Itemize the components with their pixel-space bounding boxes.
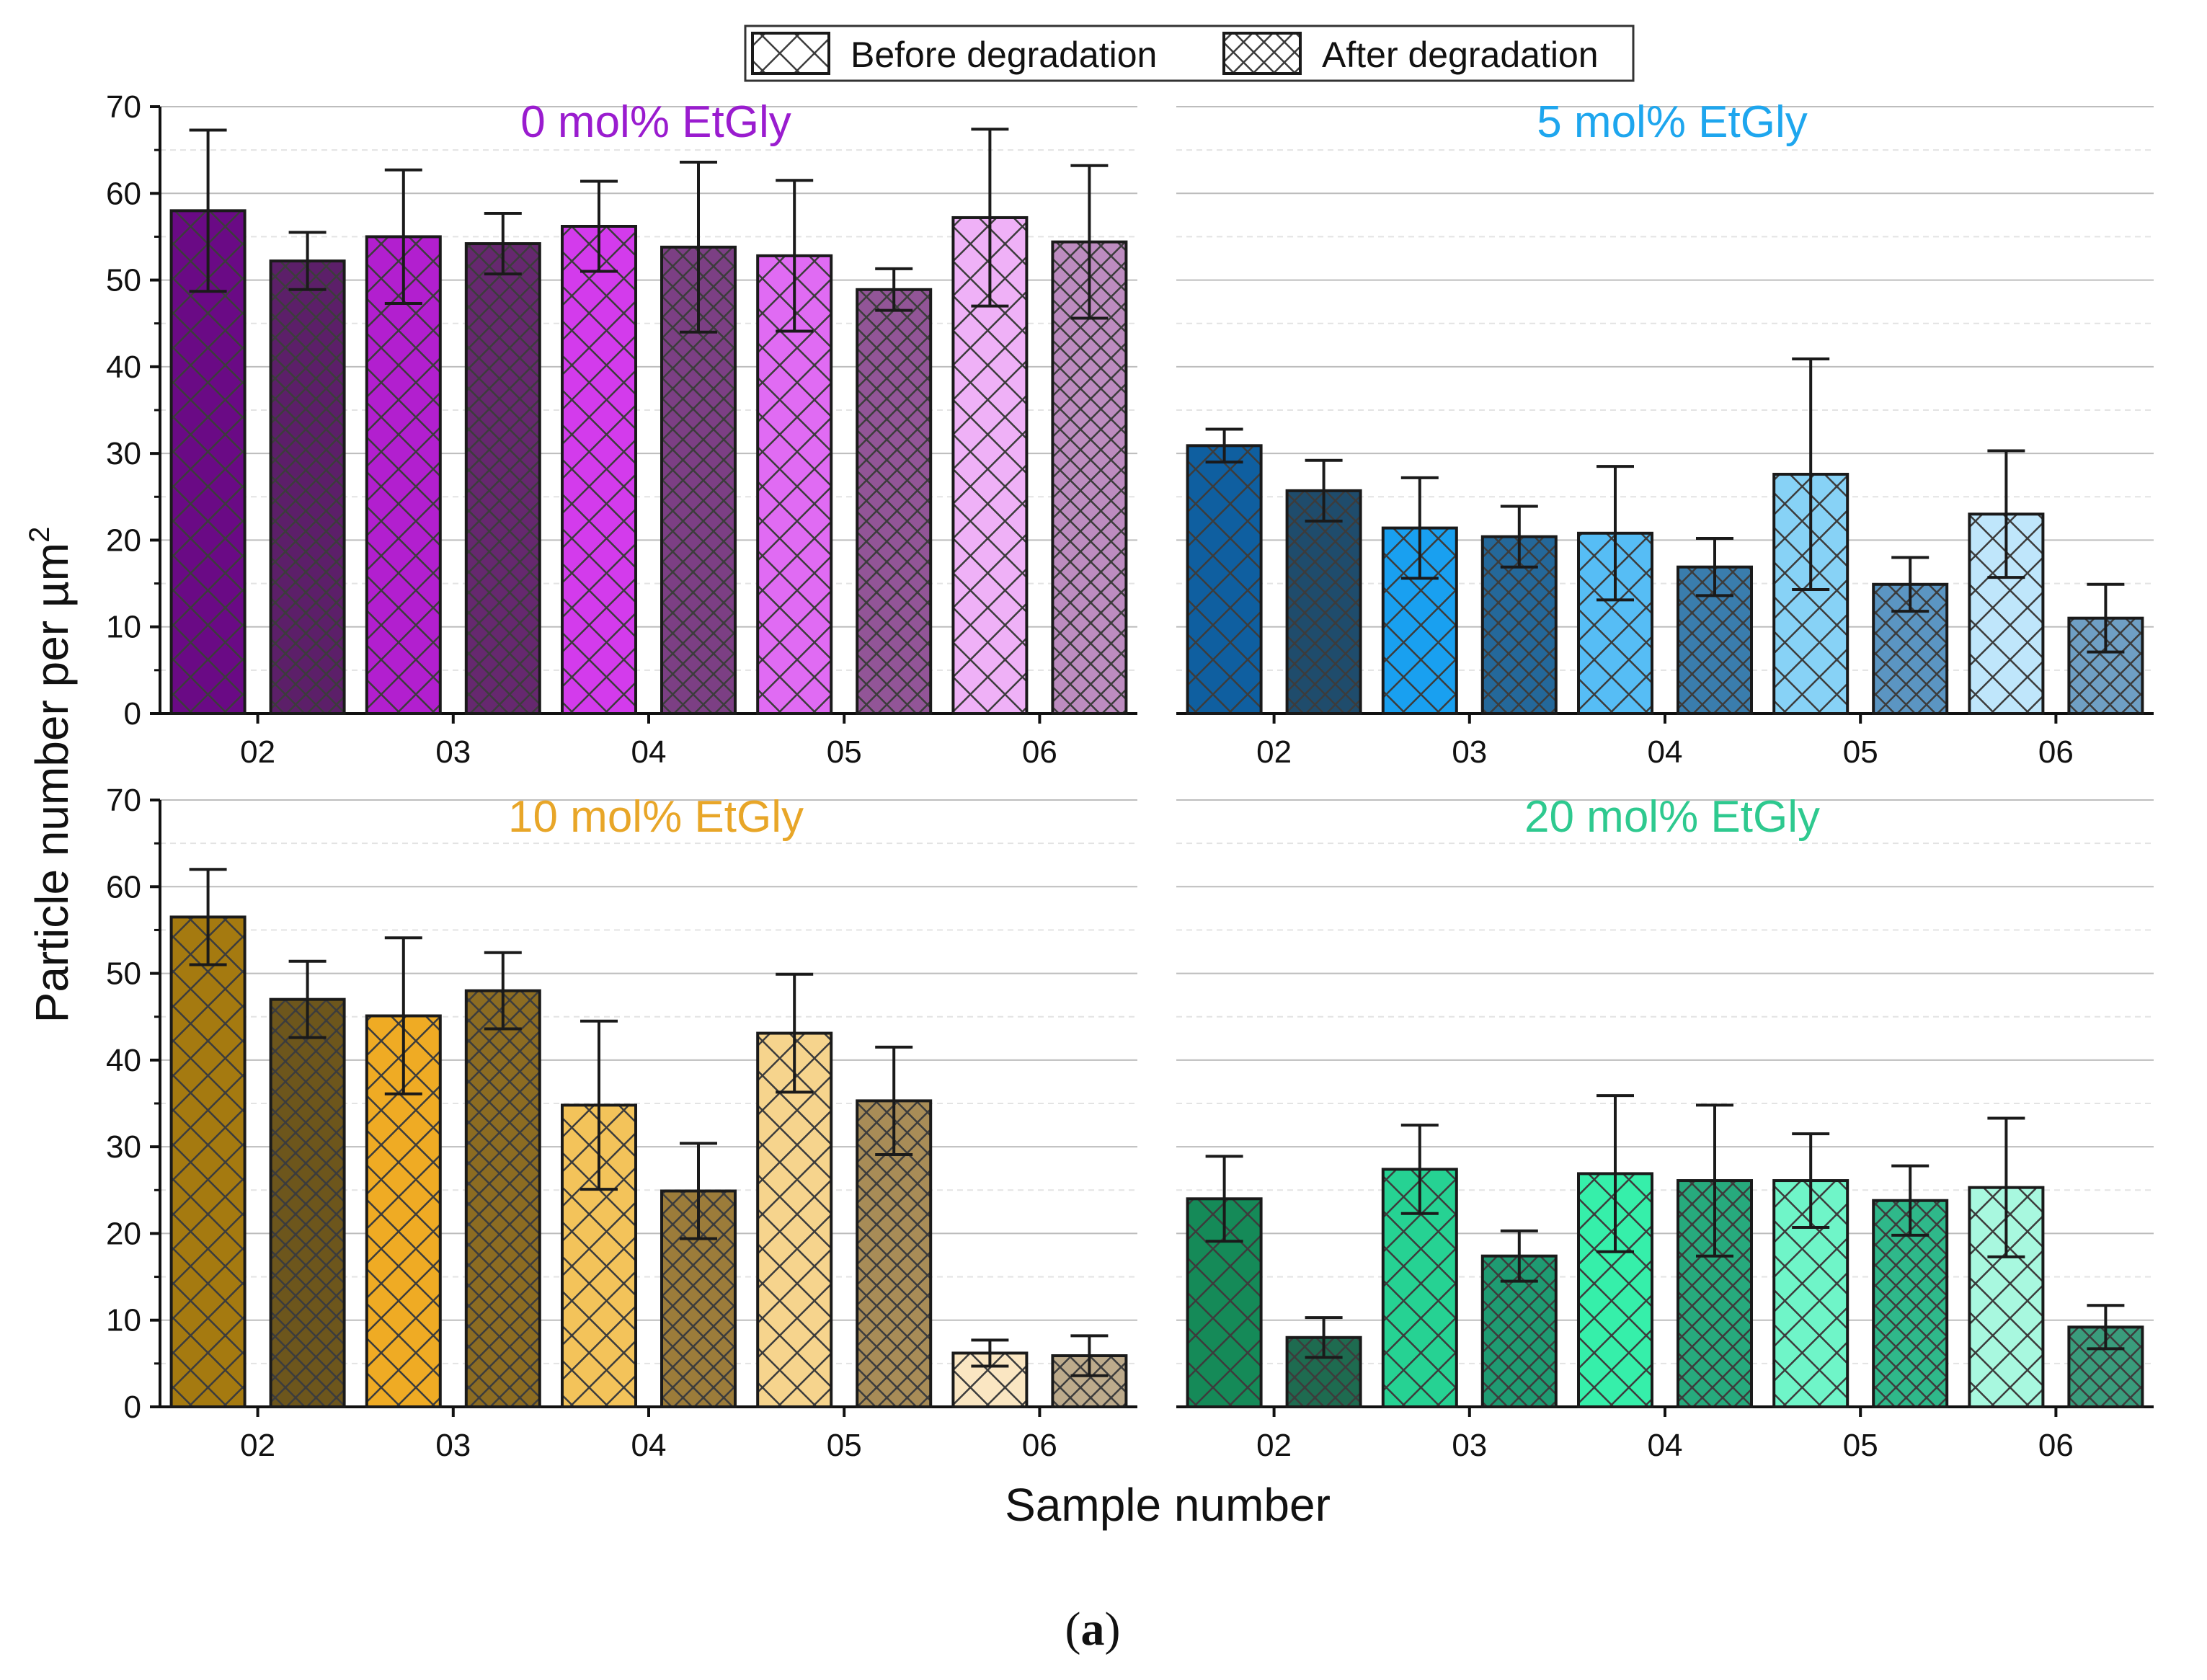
x-tick-label: 03 [435, 734, 471, 770]
y-tick-label: 20 [106, 1216, 141, 1251]
y-axis-title: Particle number per µm2 [24, 527, 78, 1023]
caption-close: ) [1105, 1603, 1121, 1655]
panel-2: 0 10 20 30 40 50 60 70 02 03 04 05 06 10 mol% EtGly [106, 783, 1137, 1463]
y-tick-label: 10 [106, 1303, 141, 1338]
x-tick-label: 03 [1452, 1428, 1487, 1463]
panel-3: 02 03 04 05 06 20 mol% EtGly [1176, 792, 2154, 1463]
panel-title: 0 mol% EtGly [520, 97, 791, 147]
bar-before-hatch [561, 224, 637, 716]
y-tick-label: 40 [106, 1043, 141, 1078]
legend-swatch-before-hatch [751, 32, 830, 75]
caption-open: ( [1065, 1603, 1081, 1655]
y-axis-title-text: Particle number per µm [26, 543, 78, 1023]
y-tick-label: 0 [124, 1390, 141, 1425]
x-tick-label: 04 [631, 734, 667, 770]
panel-1: 02 03 04 05 06 5 mol% EtGly [1176, 97, 2154, 770]
bar-after-hatch [464, 242, 541, 715]
x-tick-label: 05 [1843, 1428, 1878, 1463]
bar-after-hatch [1872, 582, 1949, 715]
panel-title: 20 mol% EtGly [1524, 792, 1820, 842]
y-tick-label: 70 [106, 89, 141, 125]
x-tick-label: 04 [1648, 734, 1683, 770]
bar-after-hatch [269, 997, 346, 1408]
bar-after-hatch [464, 989, 541, 1408]
caption-letter: a [1081, 1603, 1105, 1655]
legend-box [744, 25, 1635, 82]
legend-label-after: After degradation [1322, 35, 1599, 75]
panel-title: 10 mol% EtGly [508, 792, 804, 842]
bar-after-hatch [856, 288, 933, 715]
bar-before-hatch [169, 915, 247, 1408]
x-tick-label: 05 [1843, 734, 1878, 770]
x-tick-label: 02 [1256, 734, 1292, 770]
x-tick-label: 02 [240, 734, 275, 770]
y-tick-label: 70 [106, 783, 141, 818]
y-tick-label: 50 [106, 263, 141, 298]
y-tick-label: 50 [106, 956, 141, 992]
bar-before-hatch [365, 235, 442, 715]
x-tick-label: 04 [631, 1428, 667, 1463]
y-tick-label: 10 [106, 610, 141, 645]
y-tick-label: 30 [106, 1129, 141, 1165]
bar-before-hatch [1186, 444, 1263, 715]
y-tick-label: 0 [124, 696, 141, 732]
figure-caption: (a) [1065, 1603, 1121, 1655]
panel-title: 5 mol% EtGly [1537, 97, 1808, 147]
bar-before-hatch [756, 1031, 833, 1409]
x-axis-title: Sample number [1005, 1479, 1331, 1531]
y-tick-label: 20 [106, 523, 141, 558]
x-tick-label: 06 [1022, 734, 1057, 770]
legend-label-before: Before degradation [851, 35, 1157, 75]
y-tick-label: 60 [106, 176, 141, 211]
bar-before-hatch [169, 209, 247, 716]
bar-after-hatch [1285, 489, 1362, 715]
y-tick-label: 60 [106, 869, 141, 905]
x-tick-label: 06 [1022, 1428, 1057, 1463]
x-tick-label: 02 [240, 1428, 275, 1463]
x-tick-label: 03 [435, 1428, 471, 1463]
legend: Before degradation After degradation [744, 25, 1635, 82]
y-tick-label: 30 [106, 436, 141, 471]
x-tick-label: 04 [1648, 1428, 1683, 1463]
x-tick-label: 03 [1452, 734, 1487, 770]
bar-after-hatch [269, 259, 346, 715]
y-tick-label: 40 [106, 350, 141, 385]
bar-after-hatch [1051, 240, 1128, 716]
x-tick-label: 06 [2038, 1428, 2074, 1463]
bar-before-hatch [1186, 1197, 1263, 1409]
panel-0: 0 10 20 30 40 50 60 70 02 03 04 05 06 0 mol% EtGly [106, 89, 1137, 770]
legend-swatch-after-hatch [1222, 32, 1302, 75]
x-tick-label: 02 [1256, 1428, 1292, 1463]
x-tick-label: 05 [827, 1428, 862, 1463]
x-tick-label: 05 [827, 734, 862, 770]
y-axis-title-superscript: 2 [24, 527, 55, 543]
x-tick-label: 06 [2038, 734, 2074, 770]
